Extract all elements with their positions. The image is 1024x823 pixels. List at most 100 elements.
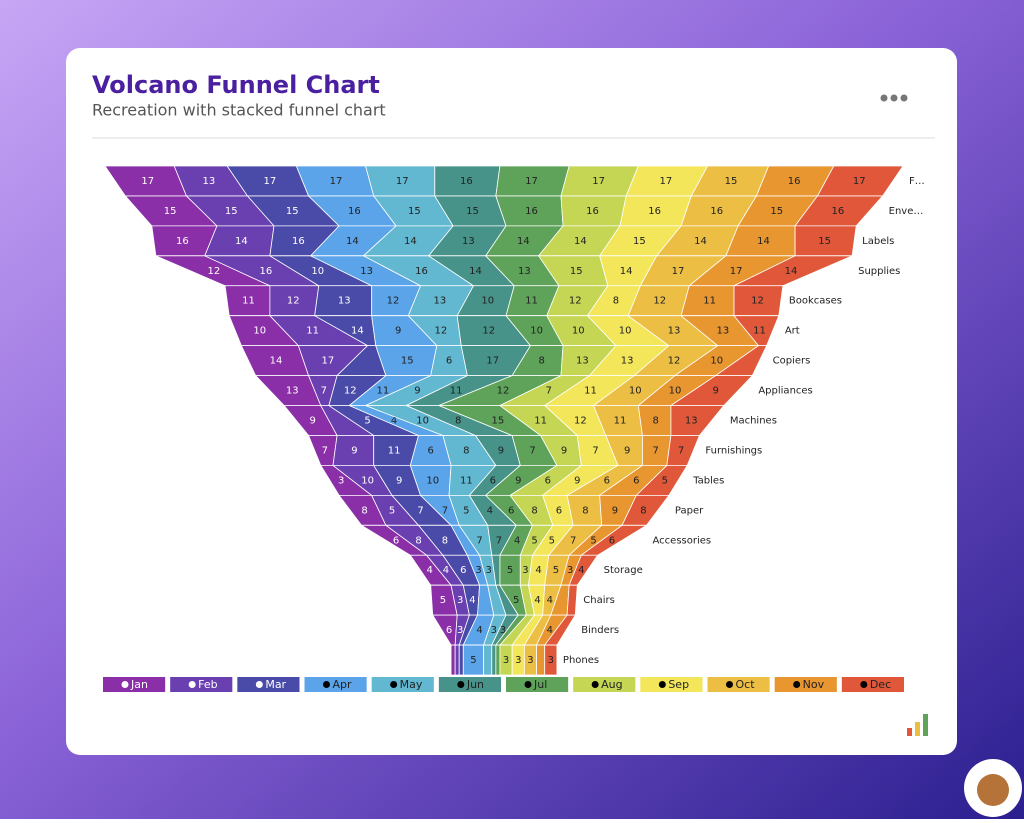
legend-swatch	[640, 677, 703, 692]
legend-dot	[188, 681, 196, 688]
segment-label: 13	[621, 356, 634, 367]
category-label: Storage	[604, 565, 643, 576]
funnel-segment	[566, 584, 578, 616]
segment-label: 9	[624, 445, 630, 456]
segment-label: 7	[570, 535, 576, 546]
legend-dot	[658, 681, 666, 688]
segment-label: 4	[427, 565, 433, 576]
segment-label: 6	[604, 475, 610, 486]
legend-item: Jun	[438, 677, 501, 692]
segment-label: 7	[496, 535, 502, 546]
segment-label: 16	[176, 236, 189, 247]
segment-label: 3	[457, 595, 463, 606]
segment-label: 4	[443, 565, 449, 576]
segment-label: 5	[662, 475, 668, 486]
segment-label: 5	[549, 535, 555, 546]
legend-label: Sep	[668, 678, 689, 691]
segment-label: 12	[287, 296, 300, 307]
avatar-icon	[977, 774, 1009, 806]
segment-label: 7	[529, 445, 535, 456]
segment-label: 16	[788, 176, 801, 187]
segment-label: 14	[620, 266, 633, 277]
segment-label: 10	[253, 326, 266, 337]
segment-label: 7	[417, 505, 423, 516]
segment-label: 8	[640, 505, 646, 516]
segment-label: 13	[576, 356, 589, 367]
segment-label: 15	[770, 206, 783, 217]
segment-label: 10	[572, 326, 585, 337]
segment-label: 8	[361, 505, 367, 516]
segment-label: 3	[548, 655, 554, 666]
segment-label: 6	[545, 475, 551, 486]
segment-label: 16	[415, 266, 428, 277]
legend-dot	[591, 681, 599, 688]
segment-label: 6	[609, 535, 615, 546]
segment-label: 10	[311, 266, 324, 277]
segment-label: 5	[507, 565, 513, 576]
segment-label: 14	[785, 266, 798, 277]
segment-label: 14	[270, 356, 283, 367]
segment-label: 6	[446, 625, 452, 636]
segment-label: 4	[578, 565, 584, 576]
legend-label: Jul	[533, 678, 547, 691]
funnel-segment	[483, 644, 493, 676]
segment-label: 5	[590, 535, 596, 546]
segment-label: 17	[330, 176, 343, 187]
segment-label: 12	[387, 296, 400, 307]
segment-label: 3	[457, 625, 463, 636]
legend-swatch	[103, 677, 166, 692]
segment-label: 11	[306, 326, 319, 337]
dot	[890, 94, 898, 102]
segment-label: 5	[389, 505, 395, 516]
legend-item: Aug	[573, 677, 636, 692]
segment-label: 3	[527, 655, 533, 666]
category-label: Paper	[675, 505, 704, 516]
funnel-segment	[491, 644, 497, 676]
segment-label: 13	[338, 296, 351, 307]
legend-swatch	[506, 677, 569, 692]
segment-label: 11	[534, 416, 547, 427]
legend-dot	[457, 681, 465, 688]
legend-dot	[390, 681, 398, 688]
segment-label: 10	[710, 356, 723, 367]
legend-item: Oct	[707, 677, 770, 692]
category-label: Binders	[581, 625, 619, 636]
segment-label: 5	[463, 505, 469, 516]
segment-label: 13	[685, 416, 698, 427]
segment-label: 14	[517, 236, 530, 247]
segment-label: 6	[556, 505, 562, 516]
segment-label: 15	[633, 236, 646, 247]
legend-label: Aug	[601, 678, 622, 691]
legend-swatch	[237, 677, 300, 692]
segment-label: 3	[491, 625, 497, 636]
logo	[907, 714, 928, 736]
segment-label: 7	[546, 386, 552, 397]
segment-label: 16	[525, 206, 538, 217]
segment-label: 6	[446, 356, 452, 367]
segment-label: 14	[351, 326, 364, 337]
segment-label: 15	[401, 356, 414, 367]
legend-dot	[726, 681, 733, 688]
category-label: Accessories	[653, 535, 712, 546]
more-menu[interactable]	[880, 94, 908, 102]
dot	[900, 94, 908, 102]
segment-label: 15	[725, 176, 738, 187]
legend-label: May	[400, 678, 423, 691]
segment-label: 13	[286, 386, 299, 397]
segment-label: 5	[440, 595, 446, 606]
segment-label: 17	[264, 176, 277, 187]
segment-label: 3	[515, 655, 521, 666]
legend-dot	[524, 681, 532, 688]
category-label: Enve…	[889, 206, 924, 217]
segment-label: 11	[703, 296, 716, 307]
category-label: Furnishings	[705, 445, 762, 456]
segment-label: 11	[460, 475, 473, 486]
subtitle: Recreation with stacked funnel chart	[92, 101, 386, 120]
legend-label: Jan	[130, 678, 148, 691]
funnel-segment	[495, 644, 501, 676]
category-label: Machines	[730, 416, 777, 427]
legend-dot	[323, 681, 330, 688]
segment-label: 16	[710, 206, 723, 217]
segment-label: 16	[292, 236, 305, 247]
